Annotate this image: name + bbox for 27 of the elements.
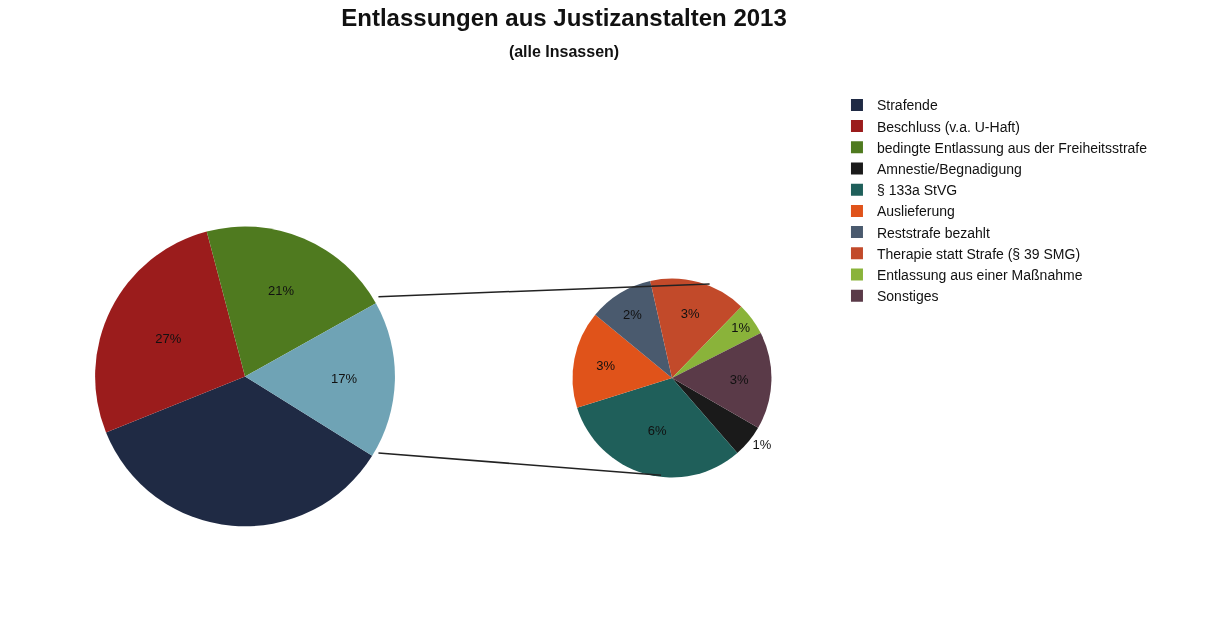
legend-label: Entlassung aus einer Maßnahme — [876, 266, 1083, 283]
data-label: 1% — [731, 319, 751, 335]
legend-label: Sonstiges — [876, 288, 939, 305]
legend-label: Reststrafe bezahlt — [876, 224, 990, 241]
chart-title: Entlassungen aus Justizanstalten 2013 — [341, 3, 787, 31]
data-label: 1% — [752, 436, 772, 452]
data-label: 21% — [268, 283, 295, 299]
legend-label: Amnestie/Begnadigung — [876, 160, 1022, 177]
pie-slice — [672, 333, 772, 428]
pie-slice — [245, 303, 395, 456]
data-label: 2% — [623, 306, 643, 322]
legend-label: Beschluss (v.a. U-Haft) — [876, 118, 1020, 135]
data-label: 3% — [596, 357, 616, 373]
data-label: 3% — [729, 372, 749, 388]
legend-label: Auslieferung — [876, 203, 955, 220]
legend-label: § 133a StVG — [876, 182, 958, 199]
data-label: 17% — [331, 371, 358, 387]
chart-subtitle: (alle Insassen) — [508, 42, 620, 60]
pie-slice — [106, 376, 373, 527]
data-label: 27% — [155, 330, 182, 346]
legend-label: bedingte Entlassung aus der Freiheitsstrafe — [876, 139, 1148, 156]
legend-label: Strafende — [876, 97, 938, 114]
pie-slice — [595, 280, 672, 379]
data-label: 6% — [647, 422, 667, 438]
data-label: 3% — [680, 305, 700, 321]
pie-slice — [95, 231, 246, 433]
legend-label: Therapie statt Strafe (§ 39 SMG) — [876, 245, 1081, 262]
